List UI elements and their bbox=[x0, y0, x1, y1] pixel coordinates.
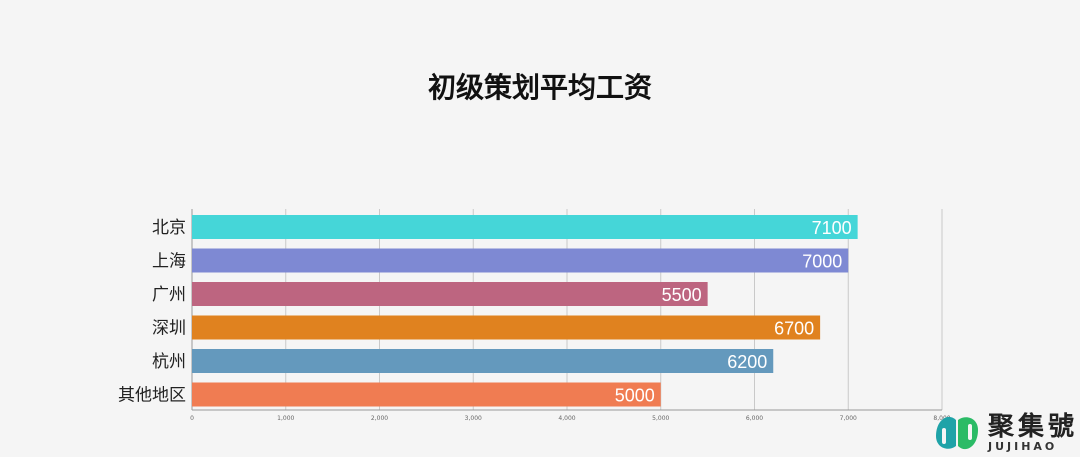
x-tick-label: 8,000 bbox=[933, 415, 950, 422]
logo-subtitle: JUJIHAO bbox=[988, 440, 1058, 453]
data-label: 7100 bbox=[812, 218, 852, 238]
bar bbox=[192, 382, 661, 407]
data-label: 6700 bbox=[774, 319, 814, 339]
category-label: 深圳 bbox=[152, 319, 186, 339]
x-tick-label: 1,000 bbox=[277, 415, 294, 422]
bar bbox=[192, 349, 774, 373]
x-tick-label: 6,000 bbox=[746, 415, 763, 422]
x-tick-label: 5,000 bbox=[652, 415, 669, 422]
logo-name: 聚集號 bbox=[988, 412, 1079, 442]
data-label: 5500 bbox=[662, 285, 702, 305]
category-label: 上海 bbox=[152, 252, 186, 272]
x-tick-label: 4,000 bbox=[558, 415, 575, 422]
bar bbox=[192, 248, 849, 273]
x-tick-label: 2,000 bbox=[371, 415, 388, 422]
data-label: 6200 bbox=[727, 352, 767, 372]
x-tick-label: 3,000 bbox=[465, 415, 482, 422]
data-label: 5000 bbox=[615, 386, 655, 406]
category-label: 北京 bbox=[152, 218, 186, 238]
bar bbox=[192, 215, 858, 239]
x-tick-label: 0 bbox=[190, 415, 194, 422]
category-label: 杭州 bbox=[152, 352, 186, 372]
category-label: 其他地区 bbox=[118, 386, 186, 406]
logo-icon bbox=[936, 416, 978, 450]
category-label: 广州 bbox=[152, 285, 186, 305]
x-tick-label: 7,000 bbox=[840, 415, 857, 422]
bar bbox=[192, 282, 708, 306]
jujihao-logo: 聚集號 JUJIHAO bbox=[930, 404, 1080, 457]
chart-title: 初级策划平均工资 bbox=[427, 71, 652, 104]
data-label: 7000 bbox=[802, 252, 842, 272]
bar bbox=[192, 315, 821, 340]
